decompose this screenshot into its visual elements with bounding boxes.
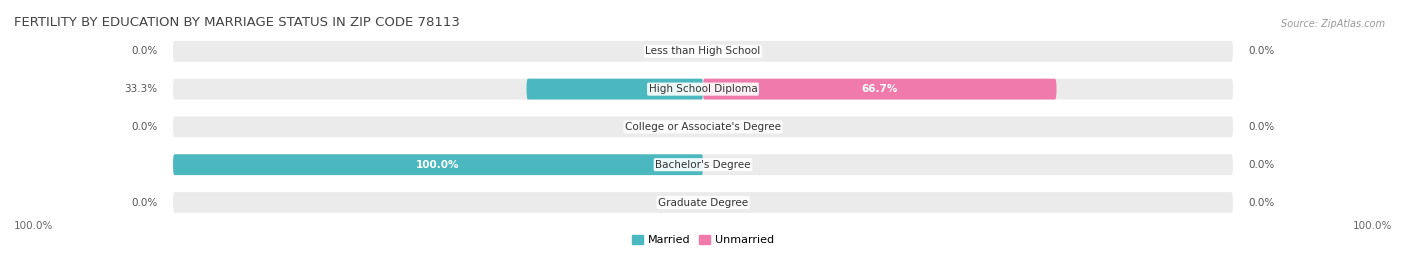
- FancyBboxPatch shape: [173, 192, 1233, 213]
- Text: 0.0%: 0.0%: [1249, 46, 1275, 56]
- Text: 66.7%: 66.7%: [862, 84, 898, 94]
- Text: 33.3%: 33.3%: [124, 84, 157, 94]
- Text: 0.0%: 0.0%: [1249, 160, 1275, 170]
- FancyBboxPatch shape: [703, 79, 1056, 99]
- Text: 100.0%: 100.0%: [1353, 221, 1392, 231]
- FancyBboxPatch shape: [173, 117, 1233, 137]
- Text: 100.0%: 100.0%: [416, 160, 460, 170]
- FancyBboxPatch shape: [526, 79, 703, 99]
- Text: Source: ZipAtlas.com: Source: ZipAtlas.com: [1281, 19, 1385, 29]
- Text: 0.0%: 0.0%: [1249, 122, 1275, 132]
- FancyBboxPatch shape: [173, 154, 703, 175]
- Text: 0.0%: 0.0%: [1249, 197, 1275, 208]
- Text: 100.0%: 100.0%: [14, 221, 53, 231]
- Text: Less than High School: Less than High School: [645, 46, 761, 56]
- FancyBboxPatch shape: [173, 41, 1233, 62]
- Text: Graduate Degree: Graduate Degree: [658, 197, 748, 208]
- Text: College or Associate's Degree: College or Associate's Degree: [626, 122, 780, 132]
- Text: FERTILITY BY EDUCATION BY MARRIAGE STATUS IN ZIP CODE 78113: FERTILITY BY EDUCATION BY MARRIAGE STATU…: [14, 16, 460, 29]
- Text: 0.0%: 0.0%: [131, 197, 157, 208]
- Text: 0.0%: 0.0%: [131, 122, 157, 132]
- Text: High School Diploma: High School Diploma: [648, 84, 758, 94]
- Text: Bachelor's Degree: Bachelor's Degree: [655, 160, 751, 170]
- FancyBboxPatch shape: [173, 79, 1233, 99]
- FancyBboxPatch shape: [173, 154, 1233, 175]
- Text: 0.0%: 0.0%: [131, 46, 157, 56]
- Legend: Married, Unmarried: Married, Unmarried: [627, 231, 779, 250]
